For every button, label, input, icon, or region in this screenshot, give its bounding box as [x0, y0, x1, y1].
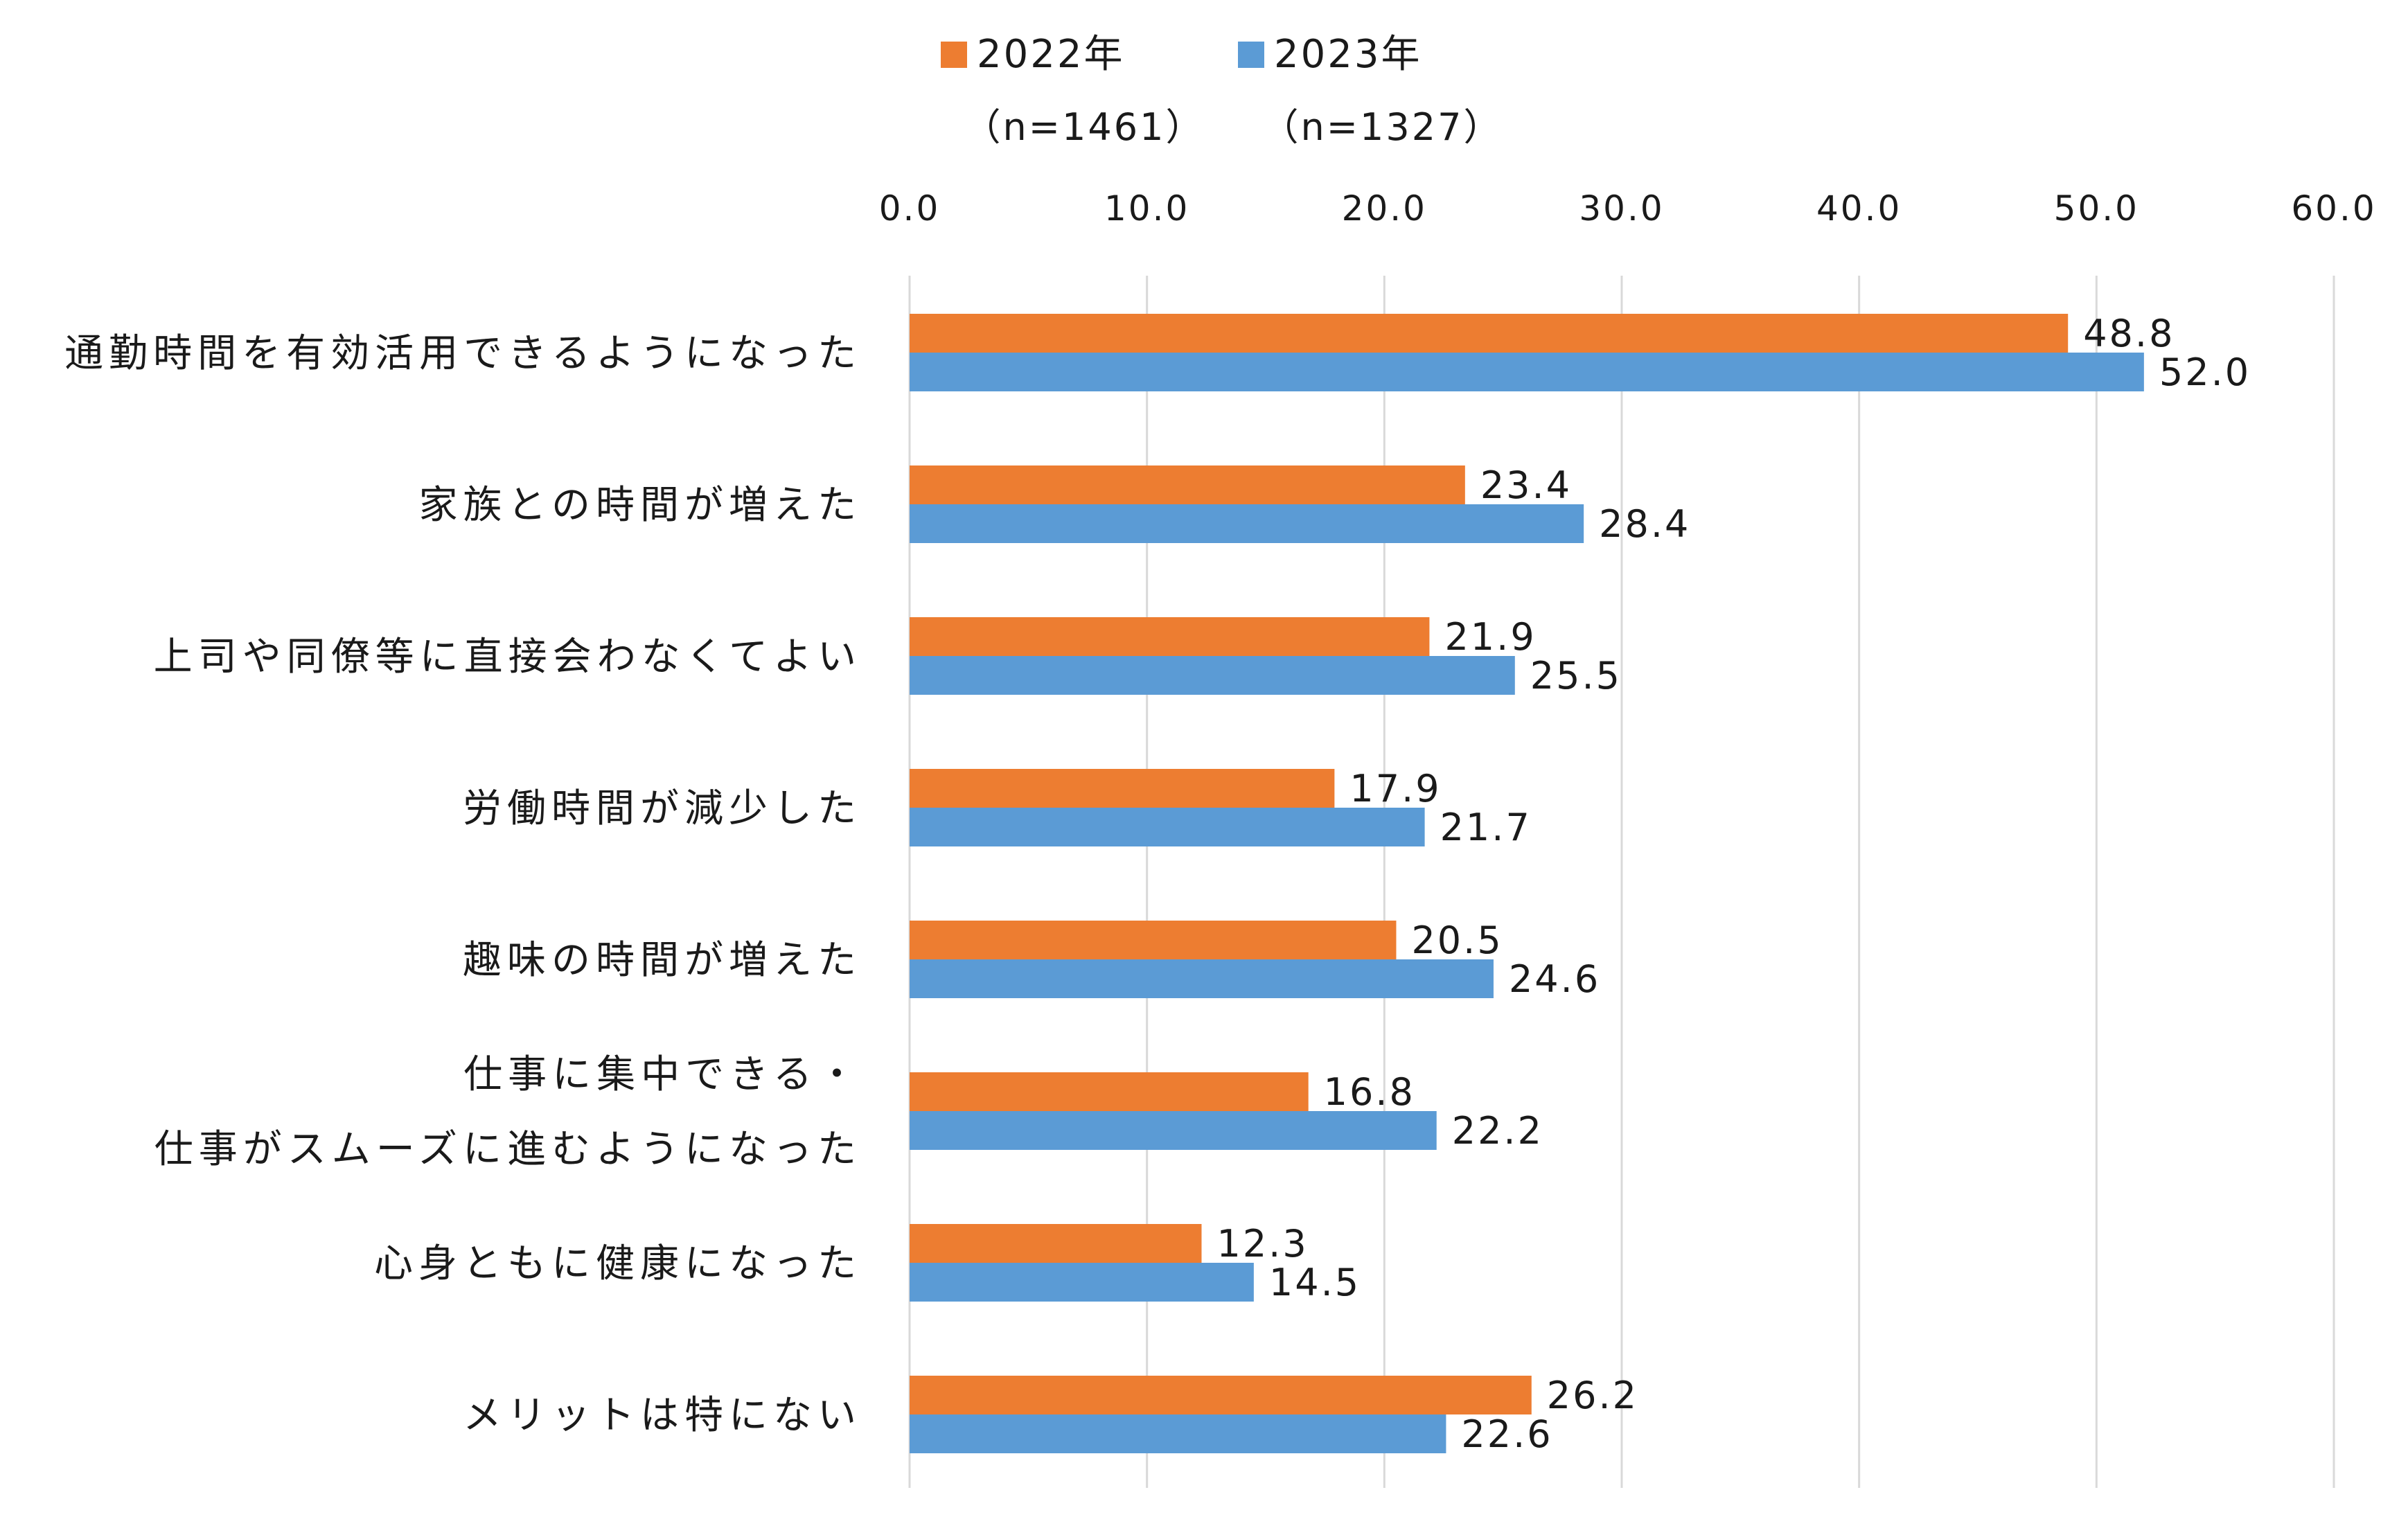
data-label: 16.8: [1324, 1070, 1415, 1114]
bar-2022年: [910, 465, 1465, 504]
bars: [910, 314, 2144, 1453]
category-label: 心身ともに健康になった: [374, 1241, 862, 1286]
bar-2023年: [910, 504, 1584, 543]
bar-2022年: [910, 1072, 1309, 1111]
data-label: 22.6: [1461, 1412, 1552, 1456]
legend-label: 2022年: [977, 32, 1125, 77]
category-label: 仕事に集中できる・: [463, 1052, 862, 1097]
category-label: メリットは特にない: [463, 1393, 862, 1438]
bar-2023年: [910, 1414, 1446, 1453]
bar-2023年: [910, 808, 1425, 846]
bar-2022年: [910, 921, 1397, 959]
x-tick-label: 50.0: [2054, 188, 2139, 229]
bar-2022年: [910, 617, 1430, 656]
category-label: 趣味の時間が増えた: [463, 938, 862, 983]
legend-swatch: [941, 42, 967, 68]
category-label: 上司や同僚等に直接会わなくてよい: [154, 635, 862, 680]
category-label: 労働時間が減少した: [463, 786, 862, 831]
category-label: 通勤時間を有効活用できるようになった: [64, 331, 862, 376]
bar-2022年: [910, 769, 1335, 808]
bar-2023年: [910, 1263, 1254, 1302]
data-label: 20.5: [1411, 919, 1503, 962]
x-tick-label: 10.0: [1104, 188, 1189, 229]
bar-2023年: [910, 353, 2144, 391]
category-labels: 通勤時間を有効活用できるようになった家族との時間が増えた上司や同僚等に直接会わな…: [64, 331, 862, 1438]
data-label: 23.4: [1480, 463, 1572, 507]
category-label: 家族との時間が増えた: [419, 483, 862, 528]
x-tick-label: 0.0: [879, 188, 941, 229]
bar-2022年: [910, 314, 2069, 353]
bar-2022年: [910, 1376, 1532, 1414]
category-label: 仕事がスムーズに進むようになった: [154, 1127, 862, 1172]
gridlines: [908, 276, 2335, 1488]
data-label: 26.2: [1547, 1374, 1638, 1417]
x-tick-label: 40.0: [1816, 188, 1902, 229]
legend-swatch: [1238, 42, 1264, 68]
data-label: 12.3: [1216, 1222, 1308, 1266]
data-label: 17.9: [1349, 767, 1441, 810]
x-axis-ticks: 0.0 10.0 20.0 30.0 40.0 50.0 60.0: [879, 188, 2376, 229]
data-label: 14.5: [1269, 1261, 1361, 1304]
data-label: 48.8: [2083, 312, 2175, 355]
data-label: 28.4: [1599, 502, 1690, 546]
x-tick-label: 30.0: [1579, 188, 1664, 229]
bar-2023年: [910, 656, 1515, 695]
legend-sample-size: （n=1461）: [964, 105, 1205, 149]
legend-label: 2023年: [1274, 32, 1422, 77]
legend: 2022年 （n=1461） 2023年 （n=1327）: [941, 32, 1503, 149]
data-label: 21.7: [1440, 806, 1532, 849]
data-label: 22.2: [1452, 1109, 1543, 1153]
bar-2023年: [910, 1111, 1437, 1150]
bar-2022年: [910, 1224, 1202, 1263]
data-label: 52.0: [2159, 351, 2251, 394]
x-tick-label: 60.0: [2291, 188, 2376, 229]
legend-sample-size: （n=1327）: [1261, 105, 1503, 149]
data-label: 24.6: [1509, 957, 1600, 1001]
x-tick-label: 20.0: [1342, 188, 1427, 229]
data-labels: 48.852.0 23.4 28.4 21.925.5 17.921.7 20.524.6…: [1216, 312, 2251, 1456]
data-label: 21.9: [1444, 615, 1536, 659]
data-label: 25.5: [1530, 654, 1622, 698]
bar-2023年: [910, 959, 1494, 998]
